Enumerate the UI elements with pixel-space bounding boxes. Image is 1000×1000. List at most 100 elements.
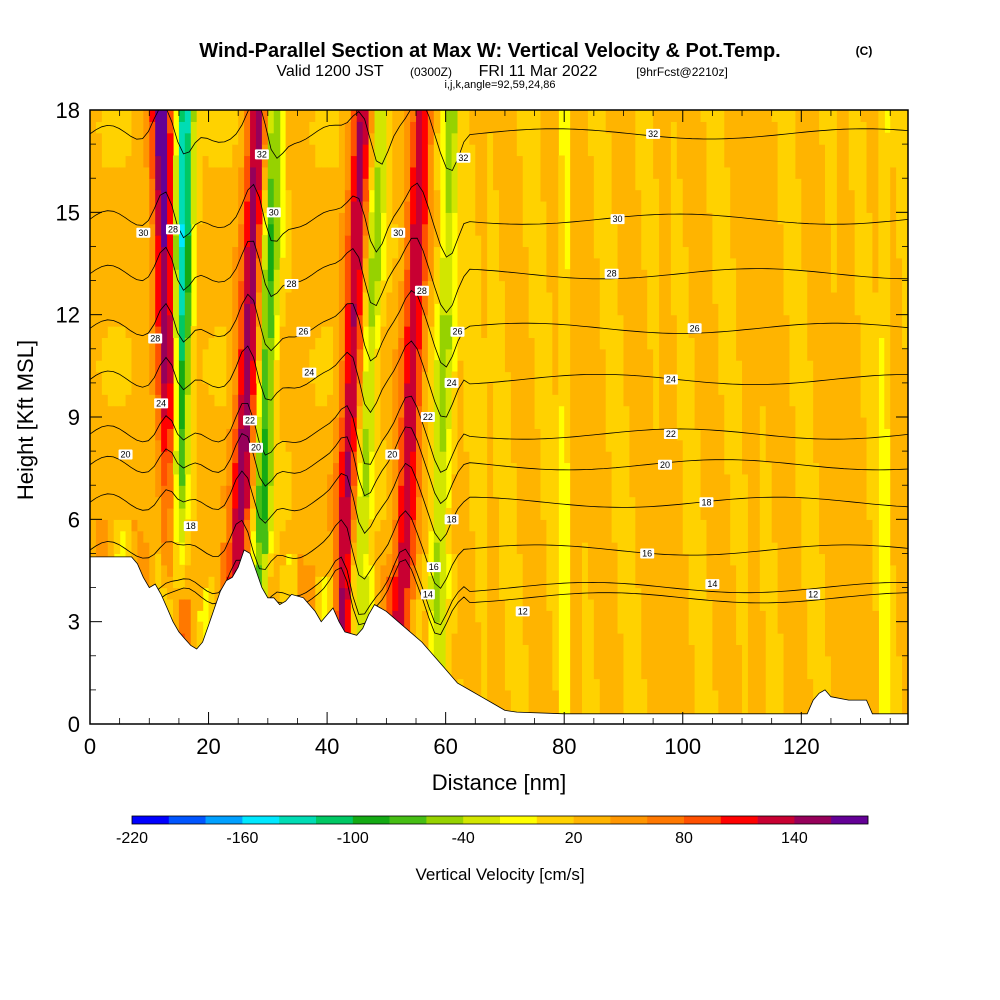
velocity-cell [368,132,376,168]
contour-label-text: 24 [156,398,166,408]
contour-label-box [444,377,459,388]
velocity-cell [617,633,625,724]
velocity-cell [872,291,879,611]
velocity-cell [605,132,613,452]
contour-label-text: 26 [452,327,462,337]
colorbar-swatch [279,816,317,824]
velocity-cell [303,110,310,566]
x-tick-label: 0 [84,734,96,759]
velocity-cell [404,200,411,270]
colorbar-title: Vertical Velocity [cm/s] [415,865,584,884]
contour-label-box [284,278,299,289]
contour-label: 20 [385,449,400,460]
colorbar-tick-label: -100 [337,830,369,847]
contour-label-text: 28 [168,224,178,234]
contour-label-text: 22 [666,429,676,439]
velocity-cell [777,110,785,225]
velocity-cell [404,587,411,646]
velocity-cell [765,462,773,724]
colorbar-swatch [316,816,354,824]
contour-label: 30 [266,207,281,218]
velocity-cell [315,110,322,168]
velocity-cell [208,110,216,168]
velocity-cell [392,257,399,350]
contour-label-box [391,227,406,238]
velocity-cell [95,110,103,122]
velocity-cell [825,655,832,724]
velocity-cell [344,451,352,498]
velocity-cell [202,382,210,589]
velocity-cell [392,348,399,520]
velocity-cell [427,326,435,532]
contour-label: 16 [640,548,655,559]
velocity-cell [860,121,868,418]
contour-label-box [136,227,151,238]
velocity-cell [771,542,779,724]
contour-label-box [266,207,281,218]
velocity-cell [433,542,441,623]
contour-label-box [385,449,400,460]
contour-label-box [610,214,625,225]
velocity-cell [344,598,352,634]
velocity-cell [463,110,470,452]
velocity-cell [161,485,168,543]
velocity-cell [635,110,642,191]
contour-label-text: 24 [447,378,457,388]
velocity-cell [368,110,376,134]
velocity-cell [149,110,156,122]
velocity-cell [356,405,364,429]
velocity-cell [487,382,494,724]
contour-label-box [183,521,198,532]
velocity-cell [676,110,684,179]
velocity-cell [433,246,441,304]
velocity-cell [813,110,820,464]
velocity-cell [706,598,713,724]
velocity-cell [356,121,364,202]
velocity-cell [558,155,565,407]
velocity-cell [587,110,595,157]
velocity-cell [504,110,512,373]
velocity-cell [386,110,393,293]
velocity-cell [884,132,891,429]
velocity-cell [327,110,334,168]
x-tick-label: 80 [552,734,576,759]
velocity-cell [439,257,447,316]
velocity-cell [267,223,275,282]
velocity-cell [327,473,334,532]
contour-label: 26 [450,326,465,337]
velocity-cell [807,360,814,680]
velocity-cell [255,155,263,191]
velocity-cell [398,417,405,486]
contour-label: 28 [284,278,299,289]
velocity-cell [113,166,121,327]
velocity-cell [226,542,233,577]
contour-label-box [663,429,678,440]
velocity-cell [736,360,743,646]
contour-label-box [420,412,435,422]
velocity-cell [404,326,411,384]
velocity-cell [172,542,180,589]
velocity-cell [350,326,358,418]
velocity-cell [653,110,660,179]
velocity-cell [155,155,162,191]
velocity-cell [279,439,287,532]
velocity-cell [487,132,494,384]
velocity-cell [724,166,731,475]
contour-label-text: 12 [518,606,528,616]
velocity-cell [789,405,796,724]
velocity-cell [890,110,897,168]
velocity-cell [801,587,808,724]
colorbar-swatch [132,816,170,824]
contour-label: 24 [154,398,169,409]
chart-title: Wind-Parallel Section at Max W: Vertical… [199,40,780,62]
colorbar-swatch [500,816,538,824]
velocity-cell [404,110,411,202]
velocity-cell [368,166,376,191]
velocity-cell [593,678,601,724]
velocity-cell [202,155,210,350]
velocity-cell [825,110,832,225]
velocity-cell [641,269,648,680]
velocity-cell [700,121,708,520]
contour-label-box [444,514,459,525]
velocity-cell [398,485,405,543]
